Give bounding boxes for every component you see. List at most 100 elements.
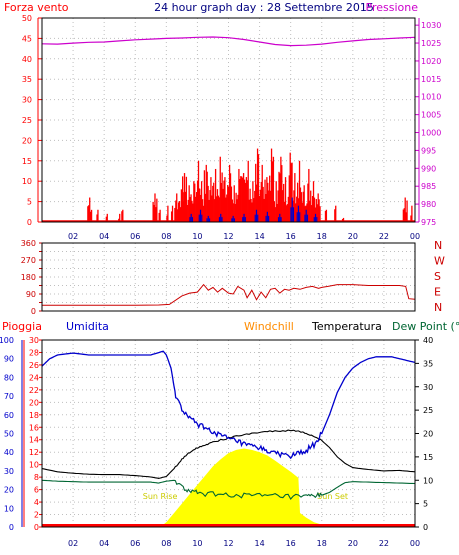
temperature-panel: Pioggia Umidita Windchill Temperatura De… xyxy=(0,320,459,548)
wind-pressure-panel: Forza vento 24 hour graph day : 28 Sette… xyxy=(4,1,441,241)
temperature-x-tick-label: 08 xyxy=(161,539,171,548)
temperature-panel-frame xyxy=(41,339,416,528)
rain-baseline xyxy=(42,524,415,527)
temperature-y-tick-label: 20 xyxy=(423,430,433,439)
pressure-y-tick-label: 1020 xyxy=(421,57,441,66)
wind-y-tick-label: 15 xyxy=(22,157,32,166)
temperature-y-tick-label: 5 xyxy=(423,500,428,509)
wind-y-ticks: 0 5 10 15 20 25 30 35 40 45 50 xyxy=(22,14,42,227)
temperature-label: Temperatura xyxy=(311,320,382,333)
rain-y-tick-label: 2 xyxy=(34,511,39,520)
humidity-y-tick-label: 0 xyxy=(9,523,14,532)
sunset-label: Sun Set xyxy=(317,492,348,501)
compass-label: S xyxy=(434,270,441,283)
wind-y-tick-label: 50 xyxy=(22,14,32,23)
wind-x-tick-label: 22 xyxy=(379,232,389,241)
humidity-y-tick-label: 40 xyxy=(4,448,14,457)
temperature-y-tick-label: 25 xyxy=(423,406,433,415)
temperature-x-tick-label: 18 xyxy=(317,539,327,548)
temperature-x-tick-label: 00 xyxy=(410,539,420,548)
pressure-y-ticks: 975 980 985 990 995 1000 1005 1010 1015 1020 1025 1… xyxy=(415,18,441,227)
gust-bars xyxy=(42,148,415,222)
pressure-y-tick-label: 990 xyxy=(421,164,436,173)
temperature-y-tick-label: 35 xyxy=(423,359,433,368)
rain-y-tick-label: 12 xyxy=(29,448,39,457)
pressure-y-tick-label: 1000 xyxy=(421,129,441,138)
wind-y-tick-label: 40 xyxy=(22,55,32,64)
pressure-y-tick-label: 1005 xyxy=(421,111,441,120)
wind-y-tick-label: 10 xyxy=(22,177,32,186)
temperature-x-tick-label: 16 xyxy=(286,539,296,548)
rain-y-tick-label: 16 xyxy=(29,423,39,432)
wind-y-tick-label: 0 xyxy=(27,218,32,227)
compass-label: N xyxy=(434,301,442,314)
wind-label: Forza vento xyxy=(4,1,69,14)
pressure-y-tick-label: 1015 xyxy=(421,75,441,84)
rain-y-tick-label: 0 xyxy=(34,523,39,532)
temperature-x-tick-label: 04 xyxy=(99,539,109,548)
dewpoint-label: Dew Point (°C xyxy=(392,320,459,333)
rain-y-tick-label: 8 xyxy=(34,473,39,482)
wind-x-ticks: 02 04 06 08 10 12 14 16 18 20 22 00 xyxy=(68,232,420,241)
humidity-y-tick-label: 10 xyxy=(4,504,14,513)
temperature-y-tick-label: 15 xyxy=(423,453,433,462)
wind-panel-frame xyxy=(41,17,416,223)
rain-label: Pioggia xyxy=(2,320,42,333)
temperature-x-tick-label: 22 xyxy=(379,539,389,548)
temperature-y-tick-label: 40 xyxy=(423,336,433,345)
temperature-x-tick-label: 02 xyxy=(68,539,78,548)
rain-y-tick-label: 24 xyxy=(29,373,39,382)
mean-wind-bars xyxy=(189,197,318,222)
wind-x-tick-label: 12 xyxy=(223,232,233,241)
pressure-y-tick-label: 995 xyxy=(421,146,436,155)
humidity-y-tick-label: 50 xyxy=(4,430,14,439)
rain-y-tick-label: 18 xyxy=(29,411,39,420)
wind-x-tick-label: 02 xyxy=(68,232,78,241)
rain-y-tick-label: 6 xyxy=(34,486,39,495)
rain-y-tick-label: 26 xyxy=(29,361,39,370)
humidity-y-tick-label: 70 xyxy=(4,392,14,401)
direction-y-tick-label: 180 xyxy=(21,273,36,282)
temperature-y-tick-label: 30 xyxy=(423,383,433,392)
rain-y-tick-label: 22 xyxy=(29,386,39,395)
pressure-y-tick-label: 980 xyxy=(421,200,436,209)
chart-title: 24 hour graph day : 28 Settembre 2015 xyxy=(154,1,374,14)
rain-y-tick-label: 4 xyxy=(34,498,39,507)
temperature-x-tick-label: 14 xyxy=(254,539,264,548)
wind-y-tick-label: 30 xyxy=(22,96,32,105)
pressure-y-tick-label: 1030 xyxy=(421,21,441,30)
wind-x-tick-label: 00 xyxy=(410,232,420,241)
humidity-y-tick-label: 30 xyxy=(4,467,14,476)
temperature-y-tick-label: 0 xyxy=(423,523,428,532)
rain-y-tick-label: 20 xyxy=(29,398,39,407)
wind-y-tick-label: 20 xyxy=(22,136,32,145)
wind-x-tick-label: 04 xyxy=(99,232,109,241)
dewpoint-line xyxy=(41,479,416,500)
temperature-x-tick-label: 10 xyxy=(192,539,202,548)
humidity-y-tick-label: 60 xyxy=(4,411,14,420)
direction-line xyxy=(42,283,416,306)
wind-x-tick-label: 20 xyxy=(348,232,358,241)
rain-y-tick-label: 30 xyxy=(29,336,39,345)
pressure-y-tick-label: 1025 xyxy=(421,39,441,48)
humidity-y-tick-label: 20 xyxy=(4,486,14,495)
temperature-x-tick-label: 12 xyxy=(223,539,233,548)
humidity-line xyxy=(41,350,416,460)
temperature-x-ticks: 02 04 06 08 10 12 14 16 18 20 22 00 xyxy=(68,539,420,548)
sun-radiation-area xyxy=(160,448,330,527)
humidity-y-tick-label: 80 xyxy=(4,373,14,382)
wind-x-tick-label: 18 xyxy=(317,232,327,241)
compass-label: N xyxy=(434,239,442,252)
pressure-y-tick-label: 975 xyxy=(421,218,436,227)
temperature-y-ticks: 0 5 10 15 20 25 30 35 40 xyxy=(415,336,433,532)
wind-x-tick-label: 06 xyxy=(130,232,140,241)
wind-x-tick-label: 10 xyxy=(192,232,202,241)
direction-y-tick-label: 360 xyxy=(21,239,36,248)
direction-y-tick-label: 270 xyxy=(21,256,36,265)
humidity-y-tick-label: 90 xyxy=(4,355,14,364)
rain-y-tick-label: 28 xyxy=(29,348,39,357)
windchill-label: Windchill xyxy=(244,320,294,333)
